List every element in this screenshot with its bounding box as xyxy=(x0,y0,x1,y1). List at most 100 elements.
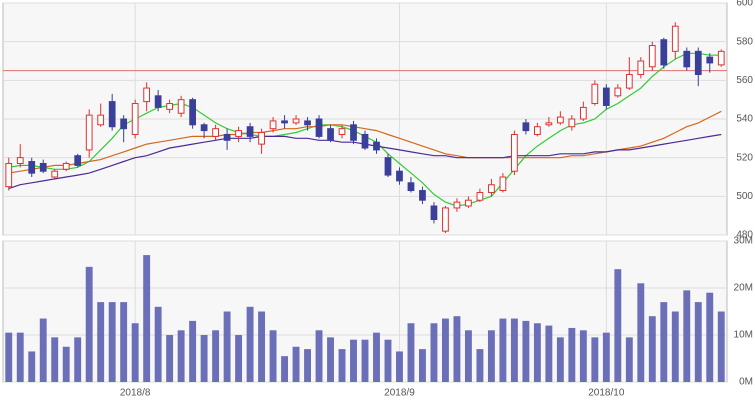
candle-body xyxy=(120,118,128,130)
volume-bar xyxy=(373,332,380,382)
volume-bar xyxy=(556,337,564,382)
volume-bar xyxy=(533,323,541,382)
y2-tick-label: 30M xyxy=(734,236,753,247)
candle-body xyxy=(200,124,208,132)
candle-body xyxy=(350,124,357,141)
volume-bar xyxy=(499,318,507,382)
volume-bar xyxy=(545,325,553,382)
candle-body xyxy=(465,199,472,207)
candle-body xyxy=(39,162,47,172)
y-tick-label: 480 xyxy=(736,230,753,241)
volume-bar xyxy=(5,332,13,382)
candle-body xyxy=(568,118,576,128)
volume-bar xyxy=(419,349,426,382)
candle-body xyxy=(614,87,622,97)
candle-body xyxy=(74,155,82,166)
candle-body xyxy=(717,50,725,66)
candle-body xyxy=(166,103,174,110)
volume-bar xyxy=(522,320,530,382)
volume-bar xyxy=(430,323,438,382)
volume-bar xyxy=(441,318,449,382)
volume-bar xyxy=(579,330,587,382)
candle-body xyxy=(223,133,231,141)
candle-body xyxy=(97,114,105,126)
candle-body xyxy=(108,101,116,128)
candle-body xyxy=(62,162,70,170)
volume-bar xyxy=(407,323,415,382)
candle-body xyxy=(511,133,518,172)
candle-body xyxy=(315,118,323,137)
candle-body xyxy=(488,184,495,193)
candle-body xyxy=(235,130,242,137)
volume-bar xyxy=(16,332,24,382)
candle-body xyxy=(637,60,645,76)
candle-body xyxy=(269,120,277,130)
volume-bar xyxy=(85,266,93,382)
volume-bar xyxy=(97,302,105,382)
y2-tick-label: 20M xyxy=(734,283,753,294)
candle-body xyxy=(522,122,530,132)
volume-bar xyxy=(200,335,208,382)
candle-body xyxy=(177,99,185,114)
candle-body xyxy=(648,45,656,68)
volume-bar xyxy=(487,330,495,382)
y-tick-label: 560 xyxy=(736,75,753,86)
candle-body xyxy=(85,114,93,151)
candle-body xyxy=(534,126,541,135)
x-tick-label: 2018/10 xyxy=(588,388,625,399)
volume-bar xyxy=(39,318,47,382)
volume-bar xyxy=(384,339,392,382)
y2-tick-label: 10M xyxy=(734,330,753,341)
candle-body xyxy=(154,95,162,108)
volume-bar xyxy=(694,302,702,382)
candle-body xyxy=(556,116,564,124)
volume-bar xyxy=(304,349,311,382)
candle-body xyxy=(189,99,196,126)
candle-body xyxy=(338,128,346,135)
candle-body xyxy=(258,132,265,145)
candle-body xyxy=(384,157,392,176)
volume-bar xyxy=(108,302,116,382)
candle-body xyxy=(143,87,151,103)
volume-bar xyxy=(327,337,334,382)
volume-bar xyxy=(258,311,266,382)
candle-body xyxy=(304,120,311,126)
volume-bar xyxy=(350,339,357,382)
y-tick-label: 520 xyxy=(736,152,753,163)
moving-average xyxy=(8,110,722,174)
candle-body xyxy=(327,128,334,141)
volume-bar xyxy=(671,311,679,382)
x-tick-label: 2018/9 xyxy=(384,388,415,399)
candle-body xyxy=(373,141,380,151)
volume-bar xyxy=(717,311,725,382)
volume-bar xyxy=(315,330,323,382)
candle-body xyxy=(625,74,633,89)
volume-bar xyxy=(269,330,277,382)
volume-bar xyxy=(648,316,656,382)
volume-bar xyxy=(706,292,714,382)
candle-body xyxy=(660,39,668,66)
candle-body xyxy=(579,106,587,120)
volume-bar xyxy=(235,335,243,382)
candle-body xyxy=(407,182,415,192)
candle-body xyxy=(281,120,288,124)
volume-bar xyxy=(281,356,289,382)
volume-bar xyxy=(51,337,59,382)
y-tick-label: 500 xyxy=(736,191,753,202)
candle-body xyxy=(706,56,714,64)
volume-bar xyxy=(453,316,461,382)
volume-bar xyxy=(246,306,254,382)
volume-bar xyxy=(464,330,472,382)
candle-body xyxy=(591,83,599,105)
volume-bar xyxy=(396,351,403,382)
candle-body xyxy=(28,161,36,174)
volume-bar xyxy=(591,337,599,382)
volume-bar xyxy=(361,339,369,382)
volume-bar xyxy=(177,330,185,382)
candle-body xyxy=(453,201,461,209)
candle-body xyxy=(602,87,610,106)
candle-body xyxy=(694,50,702,76)
volume-bar xyxy=(189,320,197,382)
candle-body xyxy=(5,162,13,188)
candle-body xyxy=(212,128,219,137)
